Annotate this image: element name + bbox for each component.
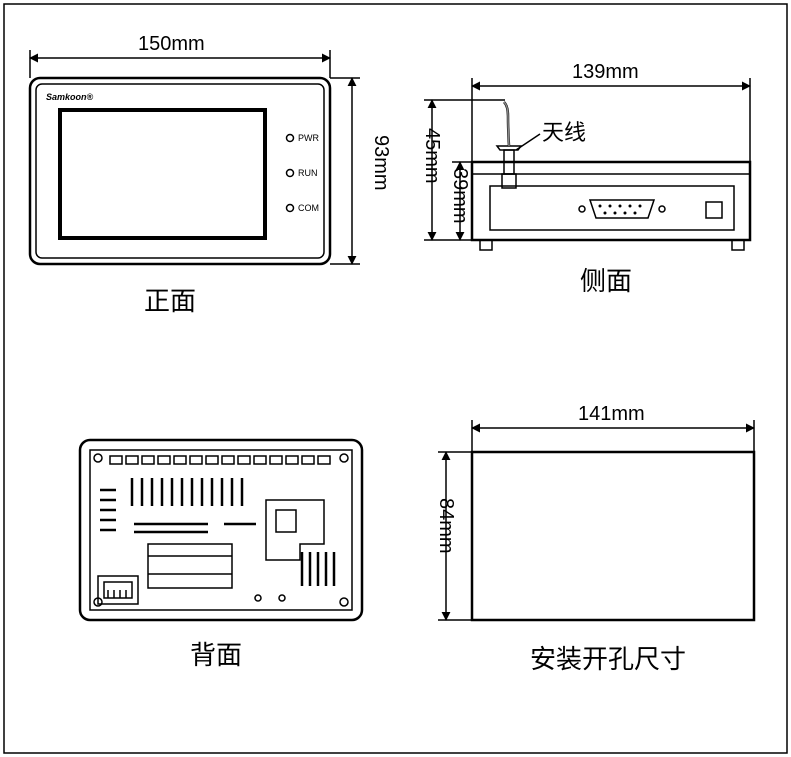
page-border (4, 4, 787, 753)
cutout-height-dim: 84mm (435, 452, 472, 620)
svg-text:RUN: RUN (298, 168, 318, 178)
svg-text:141mm: 141mm (578, 403, 645, 425)
cutout-rect (472, 452, 754, 620)
side-view: 天线 139mm 45mm 39mm 侧面 (421, 61, 750, 296)
back-outer (80, 440, 362, 620)
svg-text:39mm: 39mm (449, 168, 471, 224)
side-clip-left (480, 240, 492, 250)
back-caption: 背面 (190, 640, 242, 670)
vents-middle (134, 524, 256, 532)
led-pwr: PWR (287, 133, 320, 143)
front-caption: 正面 (144, 286, 196, 316)
side-clip-right (732, 240, 744, 250)
brand-label: Samkoon® (46, 92, 94, 102)
vents-left-short (100, 490, 116, 530)
svg-text:150mm: 150mm (138, 33, 205, 55)
front-screen (60, 110, 265, 238)
lower-block (148, 544, 232, 588)
led-run: RUN (287, 168, 318, 178)
back-view: 背面 (80, 440, 362, 670)
cutout-width-dim: 141mm (472, 403, 754, 452)
led-com: COM (287, 203, 320, 213)
right-module (266, 500, 324, 560)
front-view: Samkoon® PWR RUN COM 150mm 93mm (30, 33, 392, 316)
cutout-caption: 安装开孔尺寸 (530, 644, 686, 674)
cutout-view: 141mm 84mm 安装开孔尺寸 (435, 403, 754, 674)
front-width-dim: 150mm (30, 33, 330, 78)
antenna (497, 102, 521, 188)
side-caption: 侧面 (580, 266, 632, 296)
terminal-row (110, 456, 330, 464)
svg-text:PWR: PWR (298, 133, 319, 143)
svg-text:93mm: 93mm (370, 135, 392, 191)
svg-text:COM: COM (298, 203, 319, 213)
side-width-dim: 139mm (472, 61, 750, 162)
rj-port (98, 576, 138, 604)
svg-text:45mm: 45mm (421, 128, 443, 184)
vents-right (302, 552, 334, 586)
front-height-dim: 93mm (330, 78, 392, 264)
db9-port (579, 200, 665, 218)
vents-upper (132, 478, 242, 506)
back-plate (90, 450, 352, 610)
side-h2-dim: 39mm (449, 162, 472, 240)
svg-text:139mm: 139mm (572, 61, 639, 83)
antenna-label: 天线 (542, 120, 586, 145)
side-recess (490, 186, 734, 230)
svg-text:84mm: 84mm (435, 498, 457, 554)
small-port (706, 202, 722, 218)
